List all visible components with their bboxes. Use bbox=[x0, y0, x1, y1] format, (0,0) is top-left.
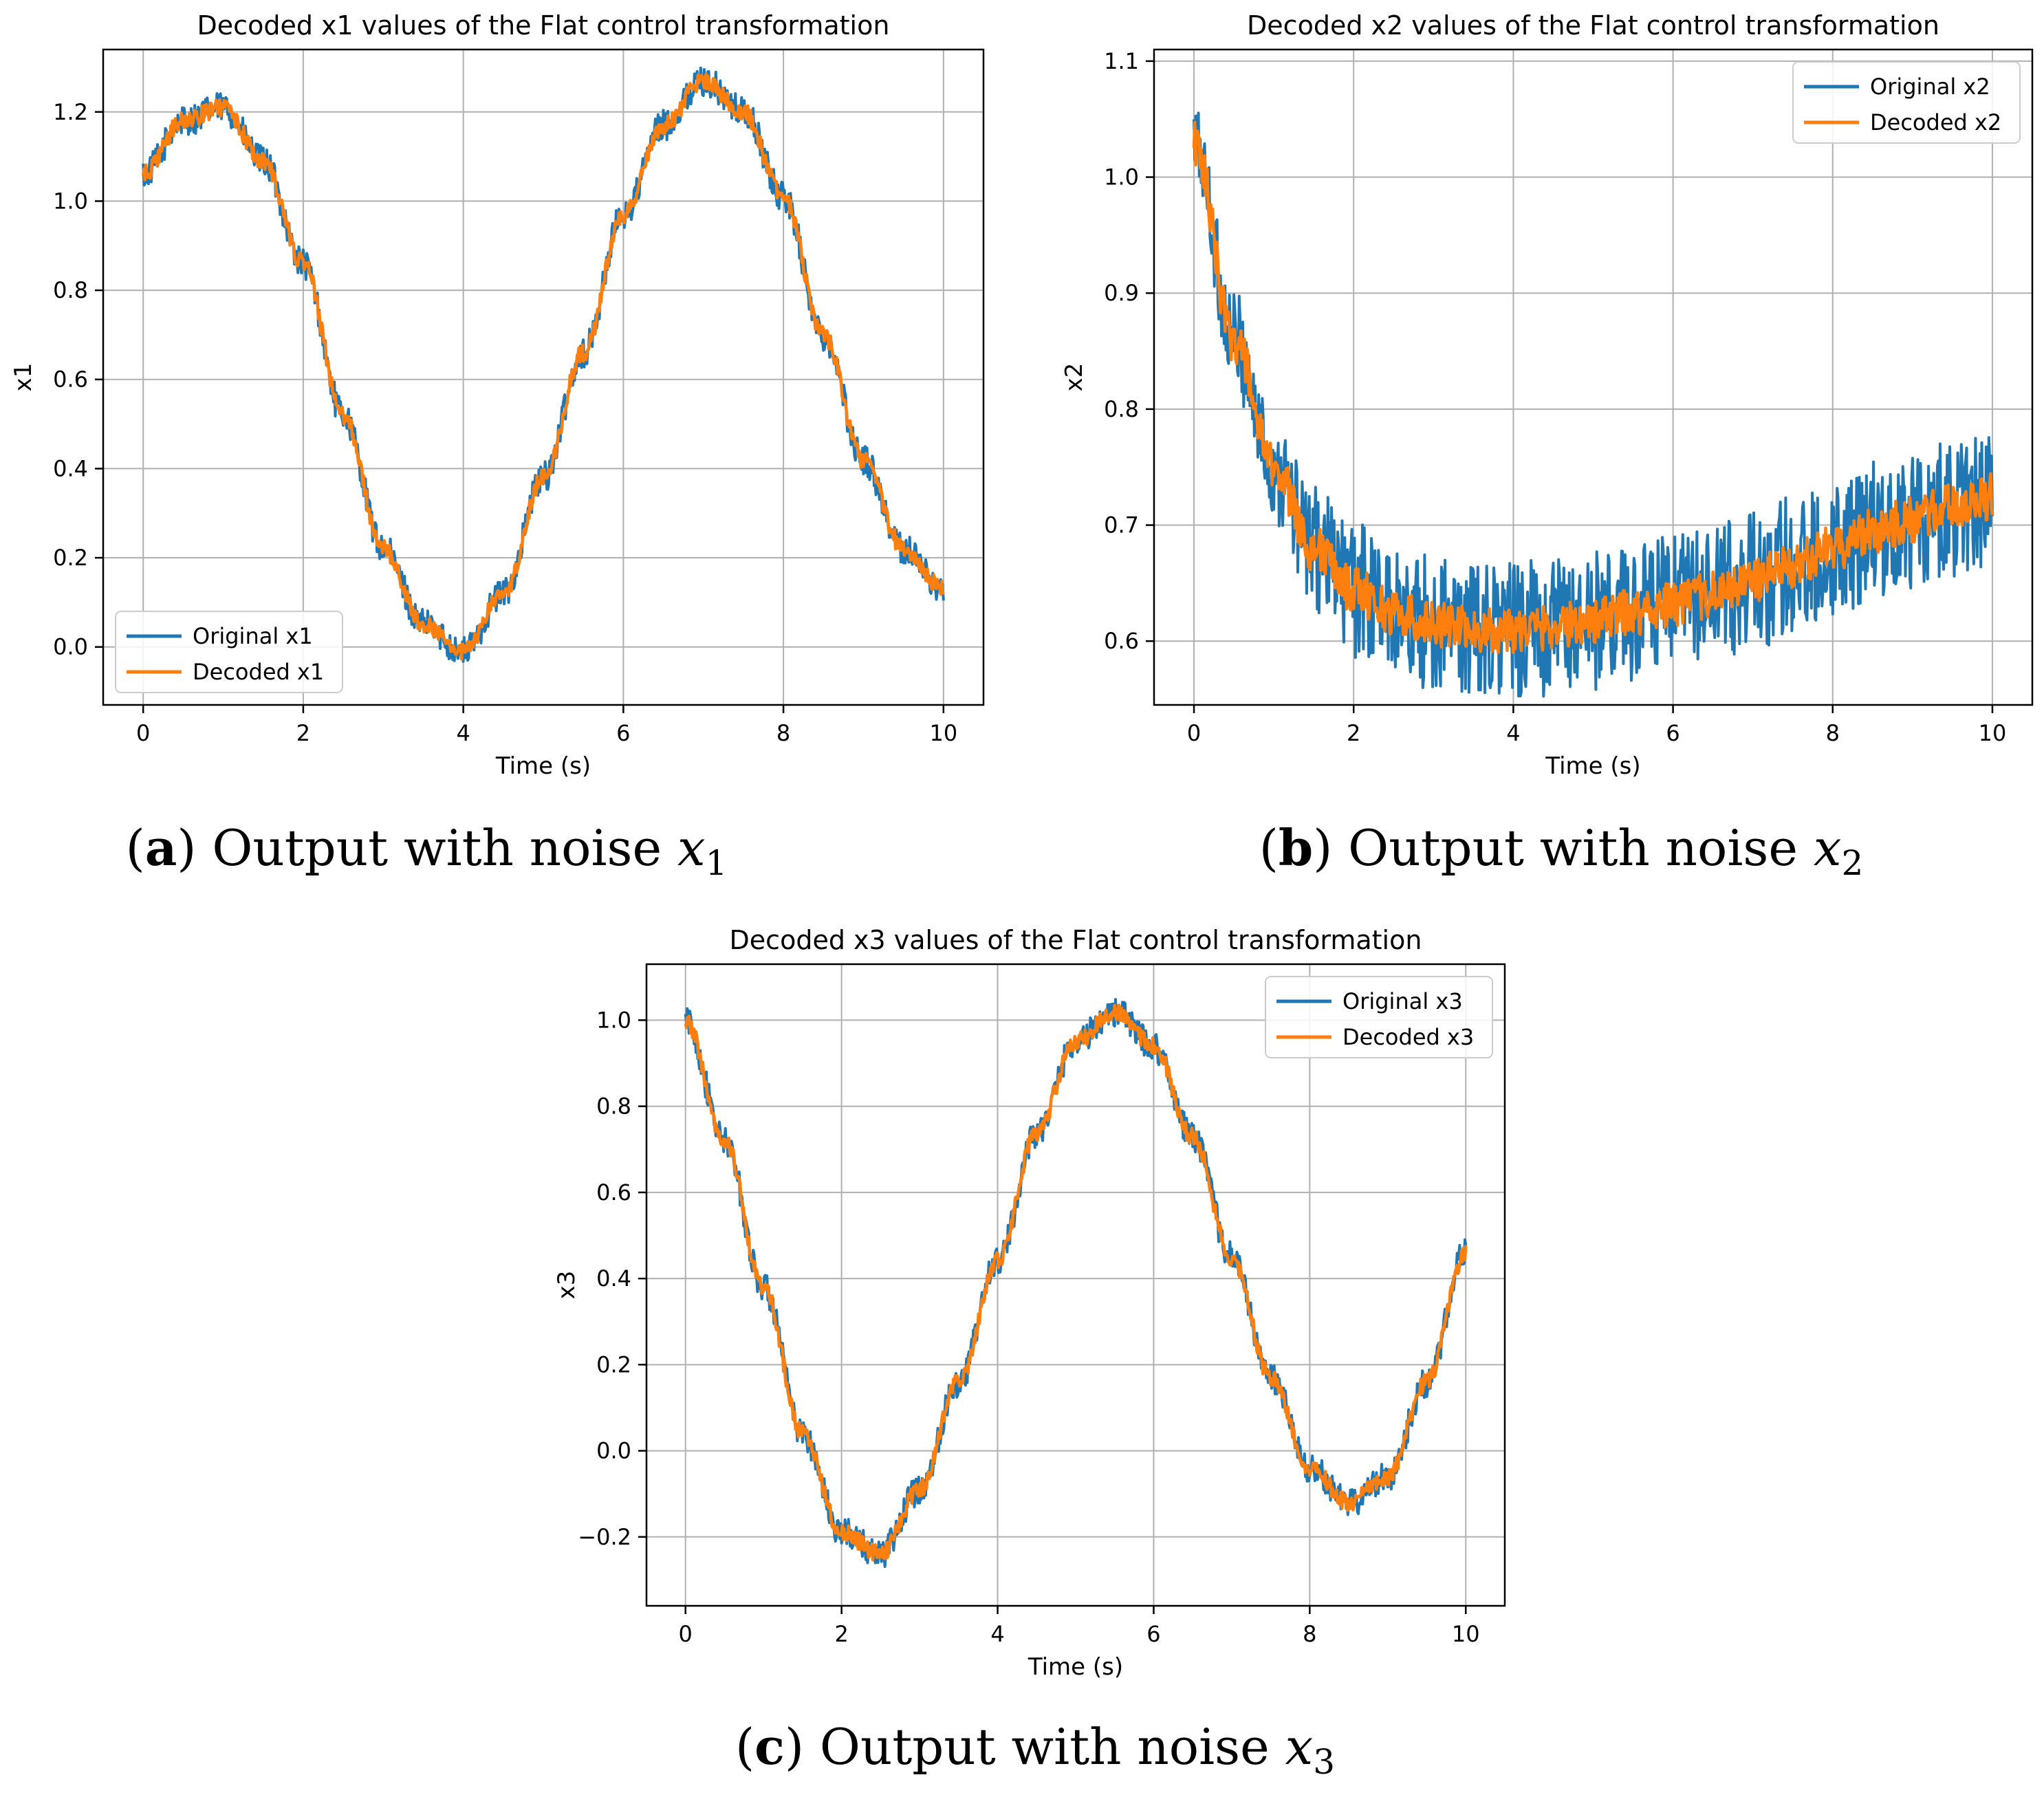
x-tick-label: 6 bbox=[1666, 720, 1679, 746]
y-tick-label: 1.1 bbox=[1104, 48, 1139, 74]
y-tick-label: 0.0 bbox=[53, 634, 88, 660]
legend: Original x3 Decoded x3 bbox=[1265, 976, 1493, 1058]
x-tick-label: 6 bbox=[616, 720, 630, 746]
legend-label-decoded: Decoded x1 bbox=[193, 659, 324, 685]
panel-a: 0 2 4 6 8 10 0.0 0.2 0.4 0.6 0.8 1.0 1.2 Decoded x1 v… bbox=[10, 10, 985, 780]
y-tick-label: 1.0 bbox=[1104, 164, 1139, 190]
x-tick-label: 0 bbox=[679, 1621, 693, 1647]
x-tick-label: 8 bbox=[1303, 1621, 1316, 1647]
y-tick-label: 0.4 bbox=[596, 1265, 631, 1292]
x-axis-label: Time (s) bbox=[495, 752, 591, 780]
y-tick-label: 0.6 bbox=[1104, 628, 1139, 654]
y-tick-label: 0.7 bbox=[1104, 512, 1139, 538]
series-line-original bbox=[684, 998, 1468, 1568]
x-tick-label: 4 bbox=[990, 1621, 1004, 1647]
y-tick-label: 0.8 bbox=[1104, 396, 1139, 422]
y-axis-label: x2 bbox=[1061, 363, 1088, 392]
y-tick-label: 0.8 bbox=[596, 1093, 631, 1120]
legend: Original x1 Decoded x1 bbox=[115, 611, 343, 693]
x-tick-label: 2 bbox=[296, 720, 310, 746]
x-tick-label: 4 bbox=[456, 720, 470, 746]
y-tick-label: 0.0 bbox=[596, 1438, 631, 1464]
legend-label-decoded: Decoded x2 bbox=[1870, 109, 2001, 135]
caption-c: (c) Output with noise x3 bbox=[735, 1717, 1335, 1782]
x-tick-label: 6 bbox=[1146, 1621, 1160, 1647]
y-axis-label: x1 bbox=[10, 363, 37, 392]
y-tick-label: 1.2 bbox=[53, 99, 88, 125]
legend-label-original: Original x1 bbox=[193, 623, 313, 649]
y-tick-label: 0.6 bbox=[596, 1179, 631, 1206]
series-line-decoded bbox=[684, 1003, 1468, 1562]
x-tick-label: 10 bbox=[929, 720, 957, 746]
y-tick-label: 0.2 bbox=[596, 1351, 631, 1377]
x-tick-label: 0 bbox=[1187, 720, 1201, 746]
x-tick-label: 10 bbox=[1452, 1621, 1480, 1647]
y-tick-label: 0.8 bbox=[53, 277, 88, 303]
series-line-decoded bbox=[1192, 120, 1994, 655]
panel-c: 0 2 4 6 8 10 −0.2 0.0 0.2 0.4 0.6 0.8 1.0 Decoded x3 … bbox=[553, 925, 1506, 1681]
chart-title: Decoded x2 values of the Flat control tr… bbox=[1247, 10, 1939, 41]
series-line-decoded bbox=[141, 72, 945, 661]
x-tick-label: 2 bbox=[1347, 720, 1360, 746]
plot-frame bbox=[102, 48, 985, 706]
x-axis-label: Time (s) bbox=[1028, 1653, 1123, 1681]
x-tick-label: 0 bbox=[136, 720, 150, 746]
caption-a: (a) Output with noise x1 bbox=[126, 818, 728, 883]
legend-label-decoded: Decoded x3 bbox=[1342, 1024, 1474, 1050]
x-tick-label: 8 bbox=[1826, 720, 1840, 746]
x-axis-label: Time (s) bbox=[1545, 752, 1640, 780]
y-tick-label: 1.0 bbox=[53, 188, 88, 214]
x-tick-label: 4 bbox=[1506, 720, 1520, 746]
y-tick-label: 1.0 bbox=[596, 1007, 631, 1033]
panel-b: 0 2 4 6 8 10 0.6 0.7 0.8 0.9 1.0 1.1 Decoded x2 valu… bbox=[1061, 10, 2034, 780]
y-axis-label: x3 bbox=[553, 1271, 580, 1300]
y-tick-label: −0.2 bbox=[578, 1524, 631, 1550]
plot-frame bbox=[1153, 48, 2034, 706]
y-tick-label: 0.4 bbox=[53, 455, 88, 481]
x-tick-label: 8 bbox=[776, 720, 790, 746]
y-tick-label: 0.9 bbox=[1104, 280, 1139, 306]
y-tick-label: 0.6 bbox=[53, 367, 88, 393]
x-tick-label: 10 bbox=[1979, 720, 2007, 746]
legend-label-original: Original x3 bbox=[1342, 988, 1463, 1014]
legend-label-original: Original x2 bbox=[1870, 74, 1990, 100]
chart-title: Decoded x3 values of the Flat control tr… bbox=[730, 925, 1422, 955]
plot-frame bbox=[645, 963, 1506, 1607]
y-tick-label: 0.2 bbox=[53, 545, 88, 571]
x-tick-label: 2 bbox=[834, 1621, 848, 1647]
chart-title: Decoded x1 values of the Flat control tr… bbox=[197, 10, 890, 41]
legend: Original x2 Decoded x2 bbox=[1792, 61, 2021, 144]
caption-b: (b) Output with noise x2 bbox=[1259, 818, 1864, 883]
